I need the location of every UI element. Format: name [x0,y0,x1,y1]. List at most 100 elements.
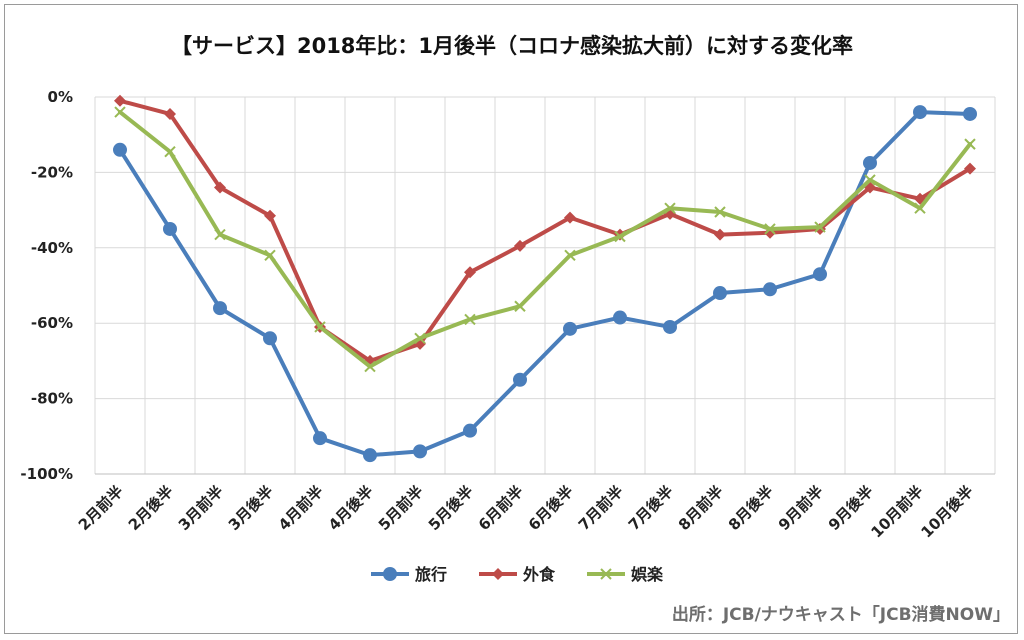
data-point [214,181,226,194]
data-point [263,331,277,346]
legend-label: 旅行 [415,565,447,584]
data-point [863,155,877,170]
data-point [163,221,177,236]
x-tick-label: 6月後半 [525,482,577,534]
marker-stroke [814,221,826,233]
marker-stroke [600,568,612,580]
legend-label: 娯楽 [631,565,664,584]
data-point [164,107,176,120]
data-point [764,223,776,235]
data-point [564,249,576,262]
data-point [964,138,976,150]
marker-stroke [914,202,926,214]
y-tick-label: 0% [48,88,73,106]
x-tick-label: 10月後半 [918,482,977,541]
x-tick-label: 9月前半 [775,482,827,534]
data-point [600,568,612,580]
data-point [363,448,377,463]
marker-stroke [664,202,676,214]
series-line [118,110,972,369]
marker-stroke [364,360,376,373]
data-point [514,300,526,312]
data-point [114,106,126,118]
data-point [514,239,526,252]
source-note: 出所：JCB/ナウキャスト「JCB消費NOW」 [671,605,1010,625]
marker-stroke [714,206,726,218]
x-tick-label: 5月前半 [375,482,427,534]
data-point [714,228,726,241]
data-point [414,332,426,344]
series-line [118,98,972,363]
data-point [513,372,527,387]
data-point [213,301,227,316]
x-tick-label: 8月前半 [675,482,727,534]
data-point [914,202,926,214]
x-tick-label: 5月後半 [425,482,477,534]
x-tick-label: 2月後半 [125,482,177,534]
marker-stroke [514,300,526,312]
data-point [913,105,927,120]
marker-stroke [314,321,326,333]
data-point [113,142,127,157]
marker-stroke [964,138,976,150]
chart-title: 【サービス】2018年比：1月後半（コロナ感染拡大前）に対する変化率 [170,34,854,58]
data-point [713,286,727,301]
data-point [813,267,827,282]
data-point [114,94,126,107]
data-point [614,230,626,243]
data-point [413,444,427,459]
data-point [364,360,376,373]
y-tick-label: -60% [31,314,73,332]
data-point [463,423,477,438]
y-tick-label: -40% [31,239,73,257]
x-tick-label: 3月後半 [225,482,277,534]
y-tick-label: -80% [31,390,73,408]
marker-stroke [864,174,876,186]
chart-frame [4,4,1018,634]
x-tick-label: 4月後半 [325,482,377,534]
x-tick-label: 7月前半 [575,482,627,534]
data-point [264,209,276,222]
data-point [664,202,676,214]
data-point [214,228,226,241]
y-tick-label: -20% [31,163,73,181]
data-point [564,211,576,224]
x-tick-label: 6月前半 [475,482,527,534]
x-tick-label: 2月前半 [75,482,127,534]
x-tick-label: 10月前半 [868,482,927,541]
data-point [814,221,826,233]
marker-stroke [214,228,226,241]
data-point [164,145,176,158]
data-point [714,206,726,218]
data-point [663,319,677,334]
data-point [864,174,876,186]
marker-stroke [414,332,426,344]
data-point [464,266,476,279]
data-point [264,249,276,262]
x-tick-label: 8月後半 [725,482,777,534]
marker-stroke [464,313,476,326]
data-point [383,567,397,581]
data-point [964,162,976,175]
data-point [763,282,777,297]
marker-stroke [764,223,776,235]
y-tick-label: -100% [20,465,73,483]
legend-label: 外食 [522,565,556,584]
data-point [314,321,326,333]
data-point [963,106,977,121]
x-tick-label: 7月後半 [625,482,677,534]
data-point [563,321,577,336]
data-point [613,310,627,325]
series-line [118,110,972,458]
marker-stroke [114,106,126,118]
data-point [492,568,504,580]
marker-stroke [614,230,626,243]
x-tick-label: 3月前半 [175,482,227,534]
marker-stroke [164,145,176,158]
marker-stroke [264,249,276,262]
marker-stroke [564,249,576,262]
data-point [313,431,327,446]
data-point [464,313,476,326]
x-tick-label: 4月前半 [275,482,327,534]
